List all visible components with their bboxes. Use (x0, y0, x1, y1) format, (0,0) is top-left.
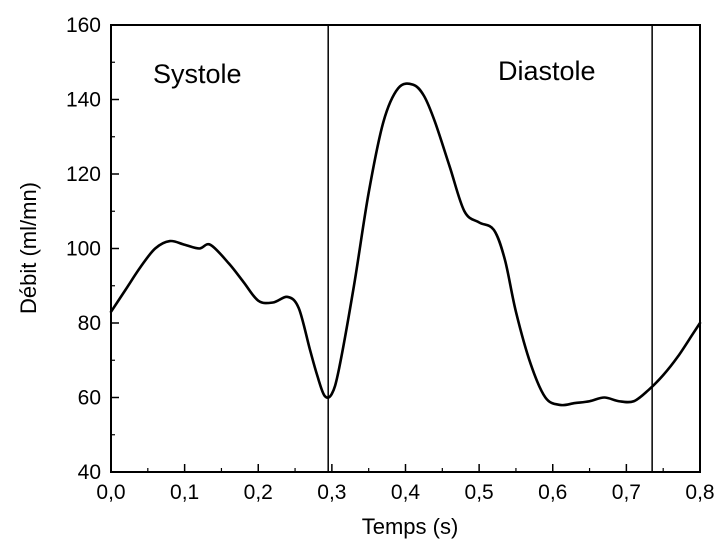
x-axis-label: Temps (s) (362, 514, 459, 539)
x-tick-label: 0,1 (170, 481, 199, 504)
phase-separators (327, 25, 653, 472)
y-axis-label: Débit (ml/mn) (16, 182, 41, 314)
series-group (109, 82, 702, 407)
x-tick-label: 0,4 (391, 481, 421, 504)
x-tick-label: 0,8 (685, 481, 714, 504)
y-tick-label: 80 (78, 312, 101, 335)
x-tick-label: 0,3 (317, 481, 346, 504)
x-tick-label: 0,7 (612, 481, 641, 504)
y-tick-label: 40 (78, 461, 101, 484)
x-tick-label: 0,2 (244, 481, 273, 504)
flow-series-line (109, 82, 702, 407)
y-tick-label: 120 (66, 163, 101, 186)
y-tick-label: 100 (66, 238, 101, 261)
annotation-diastole: Diastole (498, 56, 596, 86)
x-tick-label: 0,6 (538, 481, 567, 504)
x-tick-label: 0,5 (465, 481, 494, 504)
y-tick-label: 160 (66, 14, 101, 37)
annotation-systole: Systole (153, 59, 242, 89)
x-tick-label: 0,0 (96, 481, 125, 504)
y-tick-label: 140 (66, 89, 101, 112)
y-axis: 40 60 80 100 120 140 160 (66, 14, 119, 484)
x-axis: 0,0 0,1 0,2 0,3 0,4 0,5 0,6 0,7 0,8 (96, 464, 715, 504)
y-tick-label: 60 (78, 387, 101, 410)
